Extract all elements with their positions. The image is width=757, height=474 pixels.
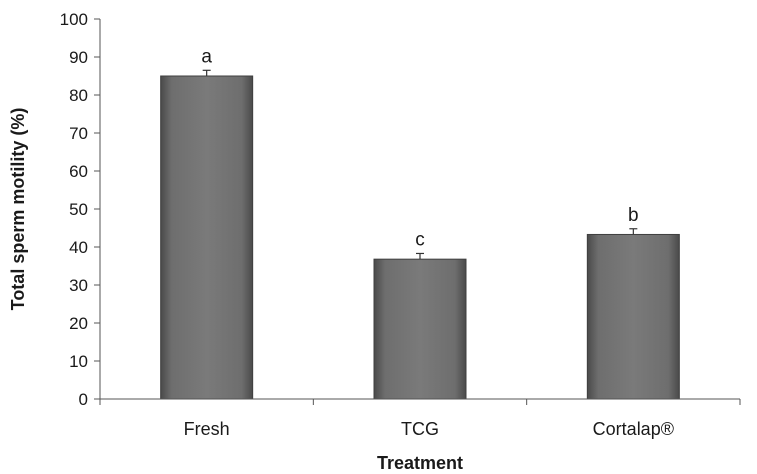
y-tick-label: 100 <box>60 10 88 29</box>
significance-label: a <box>201 46 212 67</box>
y-tick-label: 10 <box>69 352 88 371</box>
y-tick-label: 90 <box>69 48 88 67</box>
y-tick-label: 20 <box>69 314 88 333</box>
y-tick-label: 70 <box>69 124 88 143</box>
bar <box>373 258 467 400</box>
y-tick-label: 80 <box>69 86 88 105</box>
y-tick-label: 30 <box>69 276 88 295</box>
x-axis-title: Treatment <box>377 453 463 473</box>
bars-group: a c b <box>160 46 680 400</box>
y-axis-title: Total sperm motility (%) <box>8 108 28 311</box>
x-category-label: TCG <box>401 419 439 439</box>
y-tick-label: 50 <box>69 200 88 219</box>
significance-label: b <box>628 205 639 226</box>
y-tick-label: 40 <box>69 238 88 257</box>
y-tick-label: 0 <box>79 390 88 409</box>
x-category-label: Fresh <box>184 419 230 439</box>
y-tick-label: 60 <box>69 162 88 181</box>
y-axis-ticks: 0 10 20 30 40 50 60 70 80 90 100 <box>60 10 100 409</box>
x-category-label: Cortalap® <box>593 419 674 439</box>
significance-label: c <box>415 229 425 250</box>
bar <box>586 233 680 400</box>
bar <box>160 75 254 400</box>
x-axis-labels: Fresh TCG Cortalap® <box>99 399 741 439</box>
